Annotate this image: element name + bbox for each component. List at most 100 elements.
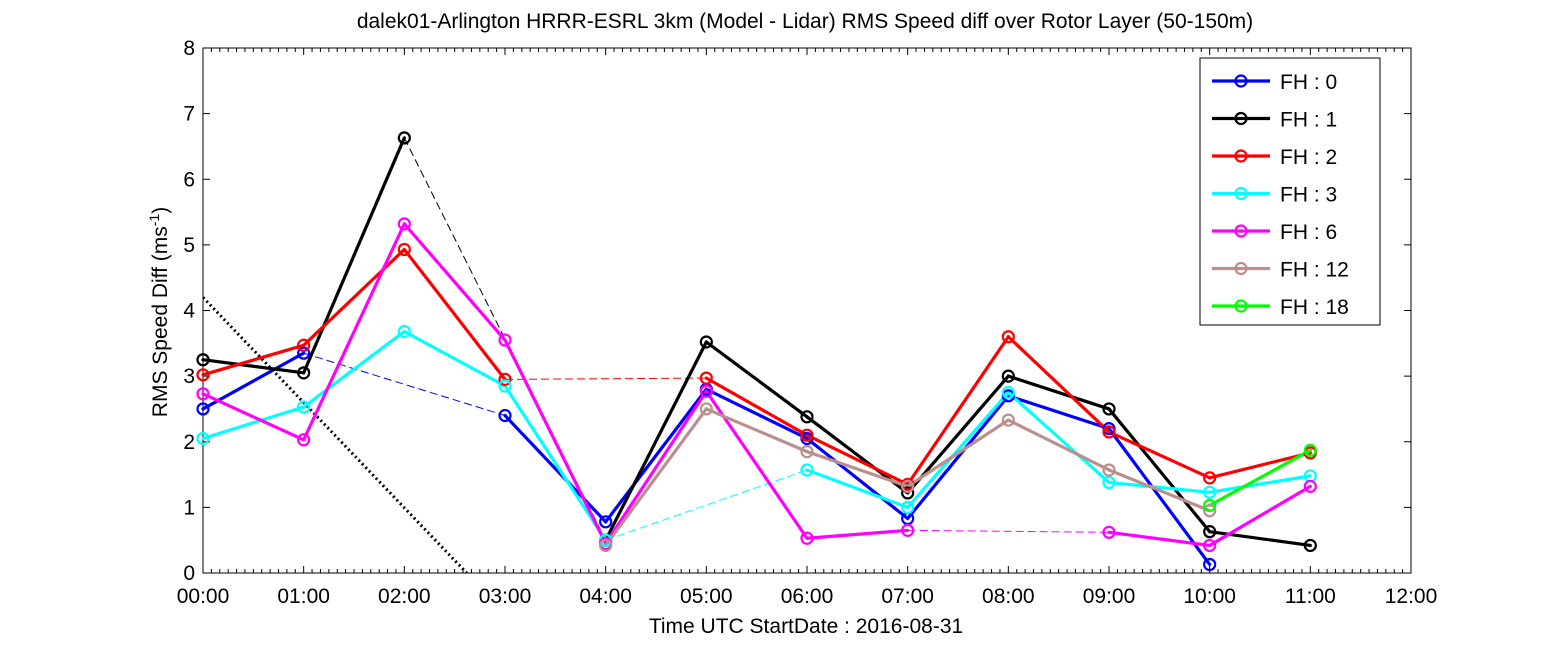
series-segment (704, 387, 809, 441)
series-segment (604, 387, 708, 524)
series-segment (1208, 448, 1312, 508)
series-segment (1107, 407, 1212, 534)
legend: FH : 0 FH : 1 FH : 2 FH : 3 FH : 6 FH : 12 FH … (1199, 57, 1381, 326)
x-axis-label: Time UTC StartDate : 2016-08-31 (649, 615, 963, 638)
series-segment (805, 436, 910, 521)
data-point (498, 333, 512, 347)
data-point (397, 131, 411, 145)
data-point (1102, 402, 1116, 416)
series-segment (302, 136, 406, 375)
series-segment (805, 433, 910, 487)
series-segment (805, 468, 910, 509)
data-point (901, 486, 915, 500)
data-point (1102, 425, 1116, 439)
series-segment (1208, 451, 1312, 480)
legend-swatch-marker (1234, 186, 1248, 201)
series-segment (704, 407, 809, 454)
data-point (498, 372, 512, 387)
series-segment (1107, 430, 1212, 480)
data-point (699, 371, 713, 385)
series-segment (1208, 484, 1312, 548)
data-point (1303, 538, 1317, 553)
series-segment (201, 392, 306, 442)
legend-label: FH : 0 (1280, 71, 1337, 94)
series-segment (1006, 418, 1111, 472)
series-segment (704, 376, 809, 437)
gap-connectors (203, 137, 1110, 573)
data-point (1203, 557, 1217, 572)
data-point (196, 353, 210, 367)
data-point (196, 431, 210, 446)
y-axis-label: RMS Speed Diff (ms-1) (146, 207, 172, 417)
data-point (901, 500, 915, 514)
series-segment (302, 222, 406, 442)
series-segment (1107, 468, 1212, 513)
data-point (397, 324, 411, 339)
data-point (699, 335, 713, 349)
series-segment (201, 351, 306, 411)
series-segment (906, 335, 1010, 487)
series-segment (201, 343, 306, 377)
legend-label: FH : 1 (1280, 109, 1337, 132)
series-segment (604, 389, 708, 546)
data-point (297, 346, 311, 360)
data-point (901, 479, 915, 493)
series-segment (302, 329, 406, 409)
series-segment (906, 390, 1010, 509)
data-point (196, 368, 210, 382)
x-tick-label: 05:00 (680, 585, 733, 608)
series-segment (201, 405, 306, 441)
y-tick-label: 8 (183, 37, 195, 60)
legend-swatch-marker (1234, 299, 1248, 313)
series-segment (201, 358, 306, 375)
data-point (800, 531, 814, 545)
data-point (498, 379, 512, 393)
series-segment (1107, 530, 1212, 548)
y-tick-label: 4 (183, 300, 195, 323)
series-segment (805, 528, 910, 540)
chart-title: dalek01-Arlington HRRR-ESRL 3km (Model -… (357, 10, 1253, 33)
y-tick-label: 2 (183, 431, 195, 454)
y-tick-label: 3 (183, 365, 195, 388)
series-segment (604, 340, 708, 542)
y-tick-label: 1 (183, 496, 195, 519)
x-tick-label: 10:00 (1183, 585, 1236, 608)
series-segment (402, 222, 507, 342)
data-point (297, 400, 311, 414)
x-tick-label: 11:00 (1285, 585, 1336, 608)
legend-box (1199, 57, 1381, 326)
data-point (297, 433, 311, 447)
legend-swatch-marker (1234, 224, 1248, 238)
x-tick-label: 00:00 (177, 585, 230, 608)
x-tick-label: 04:00 (579, 585, 632, 608)
data-point (1303, 443, 1317, 457)
legend-swatch-marker (1234, 261, 1248, 276)
data-point (699, 402, 713, 416)
series-segment (503, 413, 608, 524)
x-tick-label: 02:00 (378, 585, 431, 608)
data-point (1102, 525, 1116, 539)
series-segment (402, 329, 507, 388)
data-point (800, 463, 814, 477)
series-gap-connector (303, 352, 506, 416)
series-segment (1006, 335, 1111, 434)
y-tick-label: 6 (183, 168, 195, 191)
data-point (1203, 498, 1217, 513)
data-point (397, 242, 411, 257)
series-segment (906, 394, 1010, 521)
data-point (1203, 525, 1217, 539)
data-point (196, 402, 210, 416)
data-point (1203, 504, 1217, 518)
x-tick-label: 12:00 (1385, 585, 1438, 608)
y-tick-label: 0 (183, 562, 195, 585)
x-tick-label: 09:00 (1083, 585, 1136, 608)
series-segment (1208, 474, 1312, 494)
data-point (297, 366, 311, 380)
y-tick-label: 5 (183, 234, 195, 257)
series-segment (402, 247, 507, 382)
series-segment (1006, 390, 1111, 485)
data-point (1001, 385, 1015, 400)
series-segment (1006, 374, 1111, 411)
legend-swatch-marker (1234, 111, 1248, 126)
data-point (1001, 330, 1015, 344)
